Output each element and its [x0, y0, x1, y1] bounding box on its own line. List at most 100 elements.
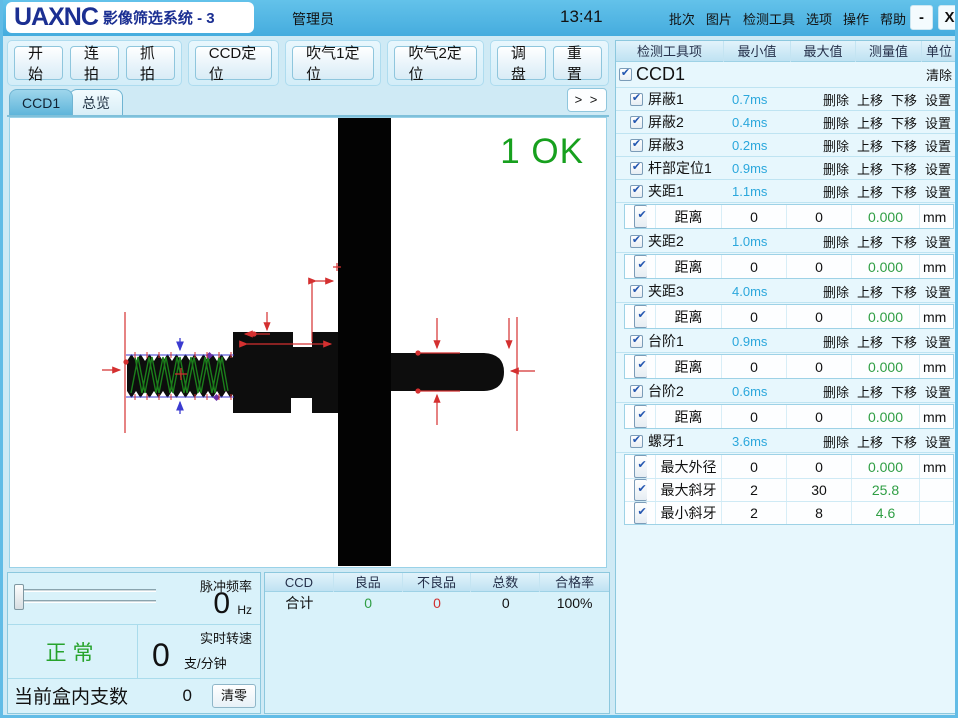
tool-row: ✔ 螺牙1 3.6ms 删除 上移 下移 设置 [616, 430, 955, 453]
measure-checkbox[interactable]: ✔ [633, 305, 647, 328]
col-total: 总数 [471, 573, 541, 592]
minimize-button[interactable]: - [910, 5, 933, 30]
tool-checkbox[interactable]: ✔ [630, 283, 643, 298]
measure-checkbox[interactable]: ✔ [633, 405, 647, 428]
clear-link[interactable]: 清除 [925, 68, 952, 83]
setup-link[interactable]: 设置 [924, 234, 951, 250]
tool-checkbox[interactable]: ✔ [630, 137, 643, 152]
menu-inspection-tools[interactable]: 检测工具 [742, 12, 795, 27]
measure-checkbox[interactable]: ✔ [633, 502, 647, 524]
col-value: 测量值 [856, 41, 922, 62]
measure-max: 0 [787, 305, 852, 328]
clock: 13:41 [560, 7, 603, 26]
delete-link[interactable]: 删除 [822, 161, 849, 177]
tool-checkbox[interactable]: ✔ [630, 233, 643, 248]
measure-checkbox[interactable]: ✔ [633, 205, 647, 228]
move-up-link[interactable]: 上移 [856, 234, 883, 250]
delete-link[interactable]: 删除 [822, 384, 849, 400]
setup-link[interactable]: 设置 [924, 434, 951, 450]
move-up-link[interactable]: 上移 [856, 384, 883, 400]
ccd-locate-button[interactable]: CCD定位 [194, 45, 273, 83]
start-button[interactable]: 开始 [14, 45, 63, 83]
blow2-group: 吹气2定位 [387, 40, 484, 86]
snapshot-button[interactable]: 抓拍 [125, 45, 175, 83]
col-max: 最大值 [791, 41, 856, 62]
setup-link[interactable]: 设置 [924, 92, 951, 108]
setup-link[interactable]: 设置 [924, 115, 951, 131]
blow2-locate-button[interactable]: 吹气2定位 [394, 45, 477, 83]
move-down-link[interactable]: 下移 [890, 115, 917, 131]
tool-checkbox[interactable]: ✔ [630, 183, 643, 198]
tab-ccd1[interactable]: CCD1 [9, 89, 74, 115]
expand-panel-button[interactable]: > > [567, 88, 607, 112]
tab-overview[interactable]: 总览 [69, 89, 123, 115]
tool-checkbox[interactable]: ✔ [630, 433, 643, 448]
move-down-link[interactable]: 下移 [890, 138, 917, 154]
toolbar: 开始 连拍 抓拍 CCD定位 吹气1定位 吹气2定位 调盘 重置 [7, 40, 609, 86]
menu-help[interactable]: 帮助 [879, 12, 906, 27]
setup-link[interactable]: 设置 [924, 334, 951, 350]
delete-link[interactable]: 删除 [822, 138, 849, 154]
move-down-link[interactable]: 下移 [890, 92, 917, 108]
adjust-tray-button[interactable]: 调盘 [496, 45, 546, 83]
slider-handle[interactable] [14, 584, 24, 610]
measure-min: 0 [722, 305, 787, 328]
measure-unit [920, 502, 953, 524]
move-up-link[interactable]: 上移 [856, 138, 883, 154]
move-down-link[interactable]: 下移 [890, 284, 917, 300]
move-up-link[interactable]: 上移 [856, 161, 883, 177]
move-down-link[interactable]: 下移 [890, 434, 917, 450]
pulse-frequency-slider[interactable] [14, 581, 156, 615]
clear-count-button[interactable]: 清零 [212, 683, 256, 708]
measure-row: ✔ 距离 0 0 0.000 mm [625, 405, 953, 428]
tool-checkbox[interactable]: ✔ [630, 383, 643, 398]
realtime-speed-unit: 支/分钟 [184, 656, 227, 671]
menu-batch[interactable]: 批次 [668, 12, 695, 27]
measure-checkbox[interactable]: ✔ [633, 255, 647, 278]
delete-link[interactable]: 删除 [822, 234, 849, 250]
move-up-link[interactable]: 上移 [856, 434, 883, 450]
delete-link[interactable]: 删除 [822, 334, 849, 350]
measure-min: 2 [722, 479, 787, 501]
setup-link[interactable]: 设置 [924, 184, 951, 200]
tool-checkbox[interactable]: ✔ [630, 333, 643, 348]
setup-link[interactable]: 设置 [924, 284, 951, 300]
measure-checkbox[interactable]: ✔ [633, 355, 647, 378]
delete-link[interactable]: 删除 [822, 284, 849, 300]
setup-link[interactable]: 设置 [924, 138, 951, 154]
delete-link[interactable]: 删除 [822, 434, 849, 450]
close-button[interactable]: X [938, 5, 955, 30]
setup-link[interactable]: 设置 [924, 161, 951, 177]
move-up-link[interactable]: 上移 [856, 184, 883, 200]
delete-link[interactable]: 删除 [822, 92, 849, 108]
tool-checkbox[interactable]: ✔ [630, 160, 643, 175]
group-checkbox[interactable]: ✔ [619, 67, 632, 81]
continuous-shot-button[interactable]: 连拍 [69, 45, 119, 83]
menu-image[interactable]: 图片 [705, 12, 732, 27]
move-up-link[interactable]: 上移 [856, 92, 883, 108]
move-down-link[interactable]: 下移 [890, 184, 917, 200]
measure-row: ✔ 最小斜牙 2 8 4.6 [625, 501, 953, 524]
measure-row: ✔ 距离 0 0 0.000 mm [625, 305, 953, 328]
move-up-link[interactable]: 上移 [856, 334, 883, 350]
blow1-locate-button[interactable]: 吹气1定位 [292, 45, 375, 83]
move-down-link[interactable]: 下移 [890, 334, 917, 350]
delete-link[interactable]: 删除 [822, 184, 849, 200]
delete-link[interactable]: 删除 [822, 115, 849, 131]
move-down-link[interactable]: 下移 [890, 234, 917, 250]
move-up-link[interactable]: 上移 [856, 284, 883, 300]
measure-checkbox[interactable]: ✔ [633, 455, 647, 478]
tool-row: ✔ 屏蔽2 0.4ms 删除 上移 下移 设置 [616, 111, 955, 134]
menu-operation[interactable]: 操作 [842, 12, 869, 27]
measure-min: 0 [722, 355, 787, 378]
move-down-link[interactable]: 下移 [890, 161, 917, 177]
move-down-link[interactable]: 下移 [890, 384, 917, 400]
setup-link[interactable]: 设置 [924, 384, 951, 400]
tool-checkbox[interactable]: ✔ [630, 114, 643, 129]
menu-options[interactable]: 选项 [805, 12, 832, 27]
tool-checkbox[interactable]: ✔ [630, 91, 643, 106]
reset-button[interactable]: 重置 [552, 45, 602, 83]
move-up-link[interactable]: 上移 [856, 115, 883, 131]
measure-checkbox[interactable]: ✔ [633, 479, 647, 501]
speed-cell: 实时转速 0 支/分钟 [138, 625, 260, 678]
